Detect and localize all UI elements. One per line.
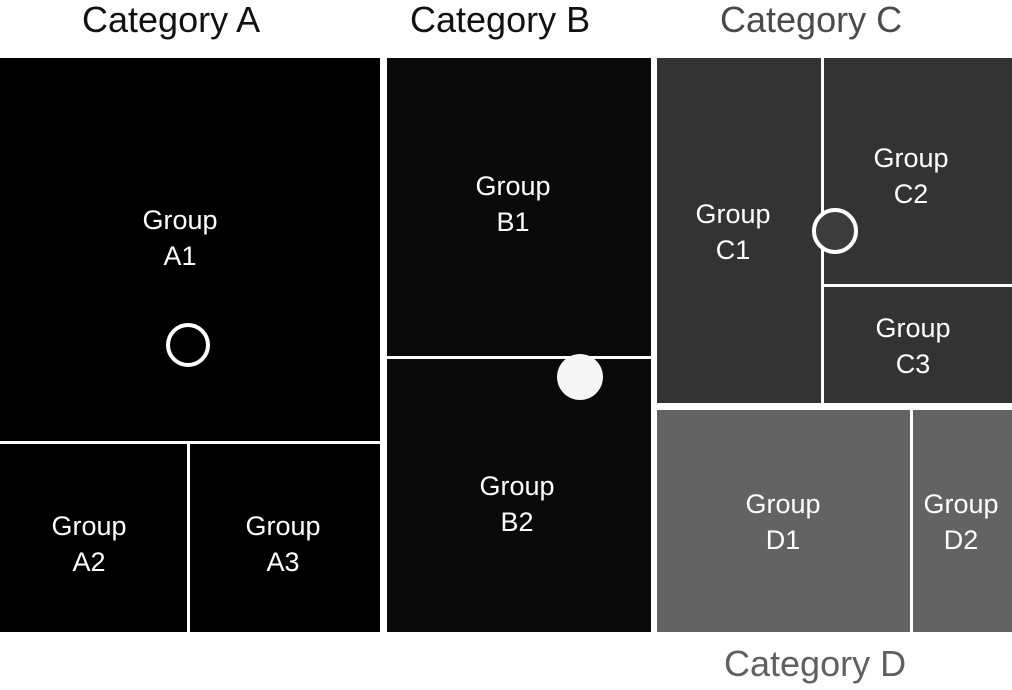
group-c3-label: Group C3 bbox=[875, 313, 951, 379]
group-a3-label: Group A3 bbox=[245, 511, 321, 577]
category-c-block: Group C1 Group C2 Group C3 bbox=[657, 58, 1012, 403]
category-a-block: Group A1 Group A2 Group A3 bbox=[0, 58, 380, 632]
divider bbox=[0, 441, 380, 444]
category-b-block: Group B1 Group B2 bbox=[387, 58, 651, 632]
divider bbox=[910, 410, 913, 632]
group-d1-label: Group D1 bbox=[745, 489, 821, 555]
group-b1-label: Group B1 bbox=[475, 171, 551, 237]
group-c1-label: Group C1 bbox=[695, 199, 771, 265]
group-c2-label: Group C2 bbox=[873, 143, 949, 209]
marker-b-circle bbox=[557, 354, 603, 400]
divider bbox=[824, 284, 1012, 287]
category-c-title: Category C bbox=[720, 0, 903, 40]
category-b-title: Category B bbox=[410, 0, 591, 40]
group-a2-label: Group A2 bbox=[51, 511, 127, 577]
group-b2-label: Group B2 bbox=[479, 471, 555, 537]
divider bbox=[187, 444, 190, 632]
divider bbox=[387, 356, 651, 359]
category-a-title: Category A bbox=[82, 0, 261, 40]
group-a1-label: Group A1 bbox=[142, 205, 218, 271]
category-d-title: Category D bbox=[724, 643, 907, 684]
category-d-block: Group D1 Group D2 bbox=[657, 410, 1012, 632]
marker-c-circle bbox=[812, 208, 858, 254]
marker-a-circle bbox=[166, 323, 210, 367]
group-d2-label: Group D2 bbox=[923, 489, 999, 555]
